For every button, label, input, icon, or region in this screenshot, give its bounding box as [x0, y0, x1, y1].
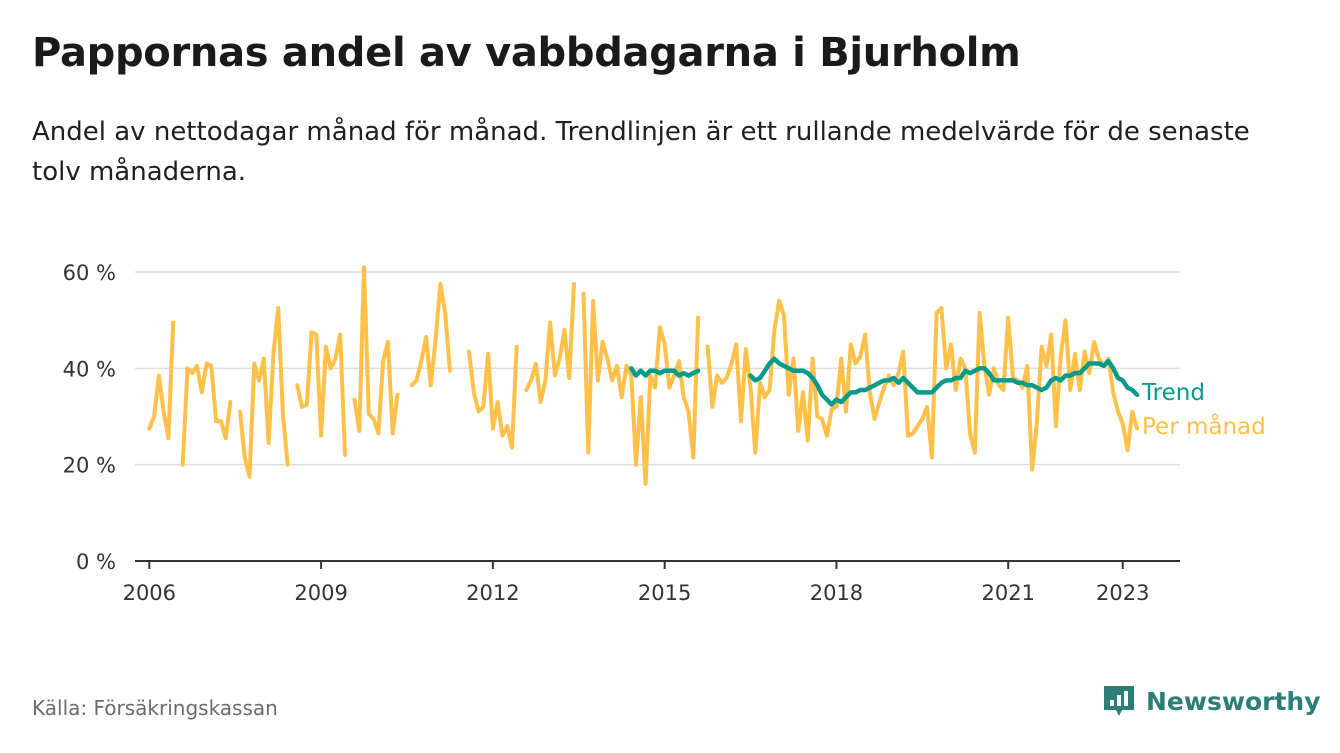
- brand: Newsworthy: [1102, 684, 1321, 718]
- y-tick-label: 40 %: [63, 357, 116, 381]
- x-tick-label: 2009: [294, 581, 347, 605]
- series-line-per-manad: [147, 265, 1140, 486]
- y-tick-label: 60 %: [63, 261, 116, 285]
- x-tick-label: 2012: [466, 581, 519, 605]
- x-tick-label: 2021: [981, 581, 1034, 605]
- y-tick-label: 20 %: [63, 454, 116, 478]
- chart-title: Pappornas andel av vabbdagarna i Bjurhol…: [32, 30, 1021, 76]
- x-tick-label: 2006: [123, 581, 176, 605]
- source-note: Källa: Försäkringskassan: [32, 696, 278, 720]
- x-tick-label: 2015: [638, 581, 691, 605]
- newsworthy-logo-icon: [1104, 686, 1134, 716]
- brand-name: Newsworthy: [1146, 686, 1321, 716]
- x-tick-label: 2018: [810, 581, 863, 605]
- series-line-trend: [629, 356, 1140, 407]
- legend-label-trend: Trend: [1141, 380, 1205, 406]
- x-tick-label: 2023: [1096, 581, 1149, 605]
- y-tick-label: 0 %: [76, 550, 116, 574]
- chart-subtitle: Andel av nettodagar månad för månad. Tre…: [32, 117, 1250, 187]
- legend-label-per-manad: Per månad: [1142, 412, 1266, 440]
